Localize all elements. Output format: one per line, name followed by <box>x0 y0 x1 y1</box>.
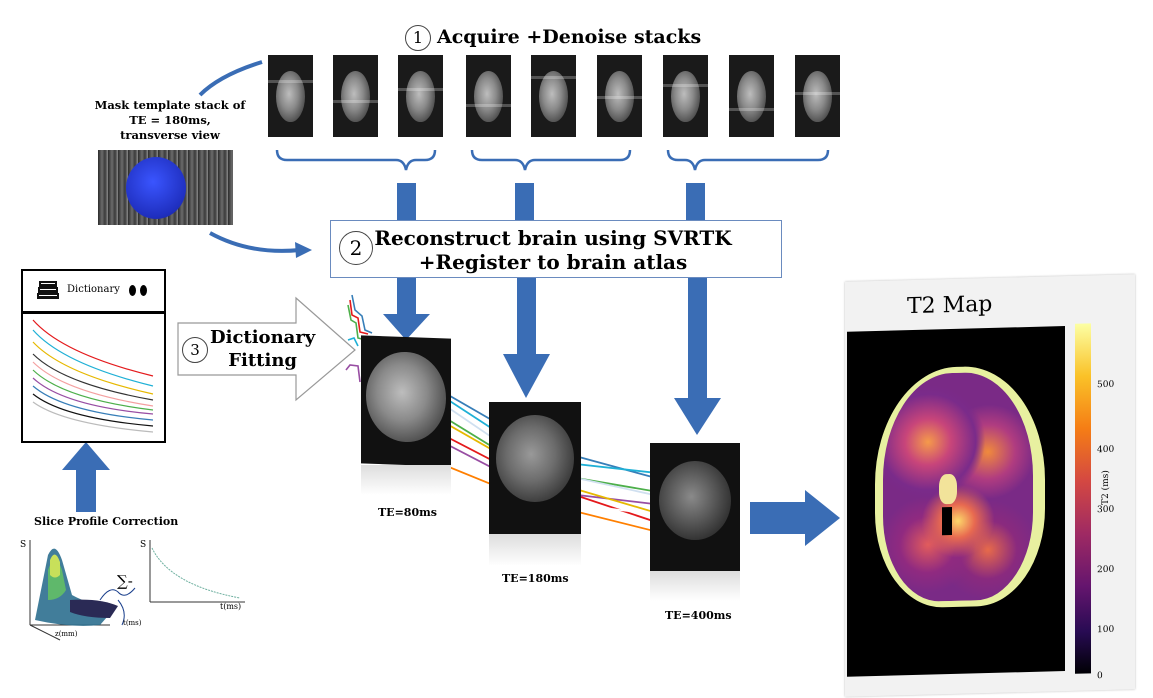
curved-arrow-to-mask <box>198 60 263 97</box>
reconstruct-box: 2 Reconstruct brain using SVRTK +Registe… <box>330 220 782 278</box>
slice-profile-title: Slice Profile Correction <box>34 515 179 528</box>
t2map-tick-500: 500 <box>1097 379 1115 391</box>
small-plot-s: S <box>140 540 147 550</box>
step1-plus: + <box>526 26 543 48</box>
down-arrows-to-recon <box>397 183 705 223</box>
t2map-colorbar-label: T2 (ms) <box>1101 470 1111 506</box>
t2map-tick-100: 100 <box>1097 624 1115 636</box>
t2map-colorbar <box>1075 323 1091 674</box>
dictionary-header: Dictionary <box>21 269 166 313</box>
step1-text-b: Denoise stacks <box>542 26 702 48</box>
mask-template-image <box>98 150 233 225</box>
step2-number: 2 <box>339 231 373 265</box>
step3-line2: Fitting <box>228 350 298 371</box>
ellipsis-dot-2 <box>140 285 147 296</box>
slice-axis-t: t(ms) <box>123 619 142 627</box>
step1-heading: 1 Acquire +Denoise stacks <box>405 25 701 51</box>
t2map-panel: T2 Map 500 400 300 200 100 0 T2 (ms) <box>845 274 1135 697</box>
curved-arrow-to-recon <box>209 231 301 253</box>
te80-label: TE=80ms <box>378 506 437 519</box>
curved-arrow-head <box>295 242 312 258</box>
stack-thumb-5 <box>531 55 576 137</box>
step2-line1: Reconstruct brain using SVRTK <box>374 226 732 250</box>
slice-axis-s: S <box>20 540 27 550</box>
te400-reflection <box>650 571 740 601</box>
te80-image <box>361 335 451 467</box>
down-arrows-to-images <box>383 276 721 435</box>
mask-line1: Mask template stack of <box>94 98 246 112</box>
step1-text-a: Acquire <box>437 26 520 48</box>
t2map-tick-0: 0 <box>1097 671 1103 682</box>
sum-symbol: ∑- <box>117 572 133 590</box>
ellipsis-dot-1 <box>129 285 136 296</box>
signal-traces <box>345 294 373 383</box>
step3-label: 3 Dictionary Fitting <box>180 323 315 375</box>
te180-label: TE=180ms <box>502 572 569 585</box>
dictionary-fitting-arrow <box>177 296 356 402</box>
books-icon <box>35 279 61 301</box>
dictionary-label: Dictionary <box>67 284 120 295</box>
slice-axis-z: z(mm) <box>55 630 78 638</box>
sum-glyph: ∑ <box>117 572 128 590</box>
t2map-tick-200: 200 <box>1097 564 1115 576</box>
dictionary-curves-panel <box>21 312 166 443</box>
stack-thumb-9 <box>795 55 840 137</box>
right-arrow-to-t2map <box>750 490 840 546</box>
t2map-image <box>847 326 1065 677</box>
t2map-title: T2 Map <box>907 291 993 320</box>
stack-thumb-1 <box>268 55 313 137</box>
braces <box>275 149 830 171</box>
step3-text: Dictionary Fitting <box>210 326 315 372</box>
dictionary-curves <box>32 319 154 433</box>
mask-caption: Mask template stack of TE = 180ms, trans… <box>85 98 255 143</box>
up-arrow-to-dictionary <box>62 442 110 512</box>
mask-blue-region <box>126 157 186 219</box>
te400-image <box>650 443 740 571</box>
t2map-tick-400: 400 <box>1097 444 1115 456</box>
te180-image <box>489 402 581 534</box>
te180-reflection <box>489 534 581 566</box>
step2-plus: + <box>418 250 436 274</box>
mask-line2: TE = 180ms, <box>129 113 211 127</box>
stack-thumb-8 <box>729 55 774 137</box>
te400-label: TE=400ms <box>665 609 732 622</box>
stack-thumb-4 <box>466 55 511 137</box>
step2-text: Reconstruct brain using SVRTK +Register … <box>373 226 733 274</box>
stack-thumb-3 <box>398 55 443 137</box>
t2map-tick-300: 300 <box>1097 504 1115 516</box>
stack-thumb-2 <box>333 55 378 137</box>
stack-thumb-6 <box>597 55 642 137</box>
mask-line3: transverse view <box>120 128 220 142</box>
step2-line2: Register to brain atlas <box>435 250 688 274</box>
stack-thumb-7 <box>663 55 708 137</box>
step3-number: 3 <box>182 337 208 363</box>
small-plot-t: t(ms) <box>220 602 242 611</box>
te80-reflection <box>361 465 451 495</box>
step1-number: 1 <box>405 25 431 51</box>
step3-line1: Dictionary <box>210 327 316 348</box>
